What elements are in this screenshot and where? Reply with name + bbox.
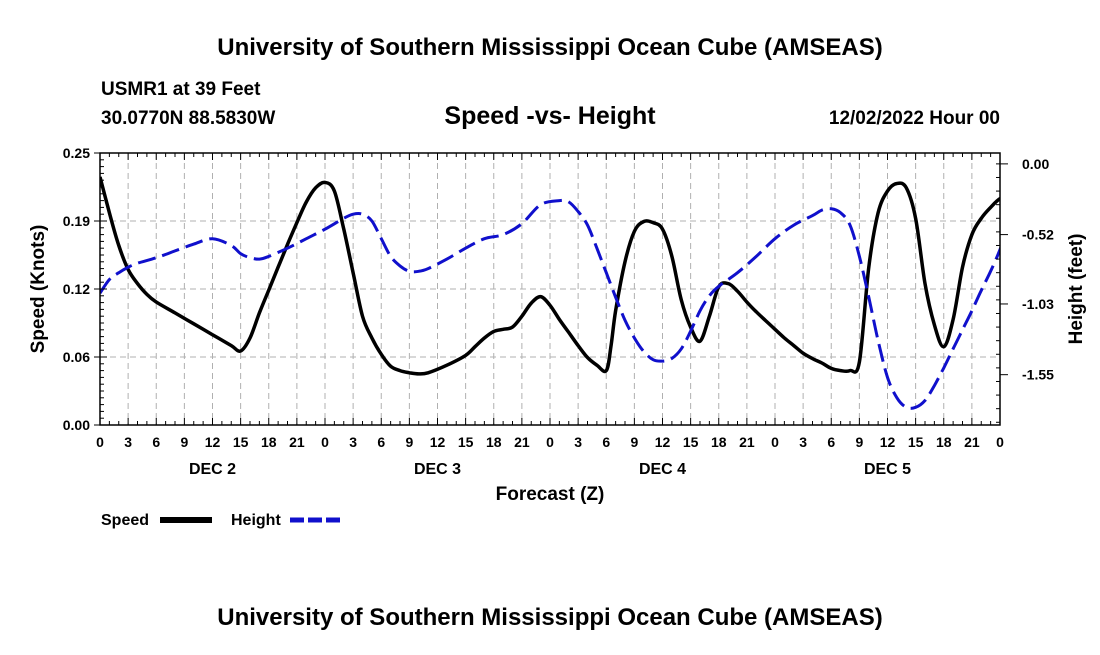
legend-speed-label: Speed — [101, 512, 149, 529]
y-tick-label: 0.25 — [63, 145, 90, 161]
x-tick-label: 12 — [655, 434, 671, 450]
y2-axis-label: Height (feet) — [1066, 234, 1087, 345]
x-tick-label: 9 — [405, 434, 413, 450]
x-tick-label: 0 — [96, 434, 104, 450]
day-label: DEC 3 — [414, 461, 461, 478]
y-tick-label: 0.06 — [63, 349, 90, 365]
x-tick-label: 21 — [739, 434, 755, 450]
x-tick-label: 0 — [996, 434, 1004, 450]
x-tick-label: 9 — [855, 434, 863, 450]
x-tick-label: 15 — [683, 434, 699, 450]
legend: Speed Height — [101, 512, 342, 529]
x-tick-label: 6 — [827, 434, 835, 450]
chart-title: Speed -vs- Height — [444, 102, 656, 130]
x-axis-label: Forecast (Z) — [496, 484, 605, 505]
y-axis-label: Speed (Knots) — [28, 225, 49, 354]
y2-tick-label: -0.52 — [1022, 227, 1054, 243]
legend-height-label: Height — [231, 512, 281, 529]
y-tick-label: 0.19 — [63, 213, 90, 229]
x-tick-label: 0 — [321, 434, 329, 450]
y-tick-label: 0.00 — [63, 417, 90, 433]
x-tick-label: 18 — [261, 434, 277, 450]
bottom-title: University of Southern Mississippi Ocean… — [217, 604, 882, 631]
x-tick-label: 3 — [349, 434, 357, 450]
x-tick-label: 0 — [771, 434, 779, 450]
x-tick-label: 12 — [205, 434, 221, 450]
x-tick-label: 18 — [936, 434, 952, 450]
day-label: DEC 2 — [189, 461, 236, 478]
x-tick-label: 9 — [630, 434, 638, 450]
forecast-date: 12/02/2022 Hour 00 — [829, 108, 1000, 129]
y2-tick-label: -1.55 — [1022, 367, 1054, 383]
day-label: DEC 4 — [639, 461, 686, 478]
x-tick-label: 12 — [430, 434, 446, 450]
x-tick-label: 15 — [458, 434, 474, 450]
series-layer — [100, 176, 1000, 410]
station-label: USMR1 at 39 Feet — [101, 79, 261, 100]
axis-ticks: 0 3 6 9 12 15 18 21 0 3 6 9 12 15 18 21 0 3 6 9 12 15 18 21 0 3 6 9… — [63, 145, 1054, 478]
x-tick-label: 18 — [486, 434, 502, 450]
height-series-line — [100, 198, 1000, 410]
x-tick-label: 21 — [964, 434, 980, 450]
x-tick-label: 3 — [574, 434, 582, 450]
x-tick-label: 0 — [546, 434, 554, 450]
x-tick-label: 21 — [289, 434, 305, 450]
x-tick-label: 15 — [233, 434, 249, 450]
x-tick-label: 18 — [711, 434, 727, 450]
x-tick-label: 15 — [908, 434, 924, 450]
day-label: DEC 5 — [864, 461, 911, 478]
x-tick-label: 3 — [124, 434, 132, 450]
x-tick-label: 6 — [377, 434, 385, 450]
y2-tick-label: 0.00 — [1022, 156, 1049, 172]
y2-tick-label: -1.03 — [1022, 296, 1054, 312]
x-tick-label: 3 — [799, 434, 807, 450]
x-tick-label: 12 — [880, 434, 896, 450]
speed-series-line — [100, 176, 1000, 376]
top-title: University of Southern Mississippi Ocean… — [217, 34, 882, 61]
y-tick-label: 0.12 — [63, 281, 90, 297]
station-coords: 30.0770N 88.5830W — [101, 108, 275, 129]
x-tick-label: 21 — [514, 434, 530, 450]
x-tick-label: 6 — [152, 434, 160, 450]
x-tick-label: 9 — [180, 434, 188, 450]
x-tick-label: 6 — [602, 434, 610, 450]
